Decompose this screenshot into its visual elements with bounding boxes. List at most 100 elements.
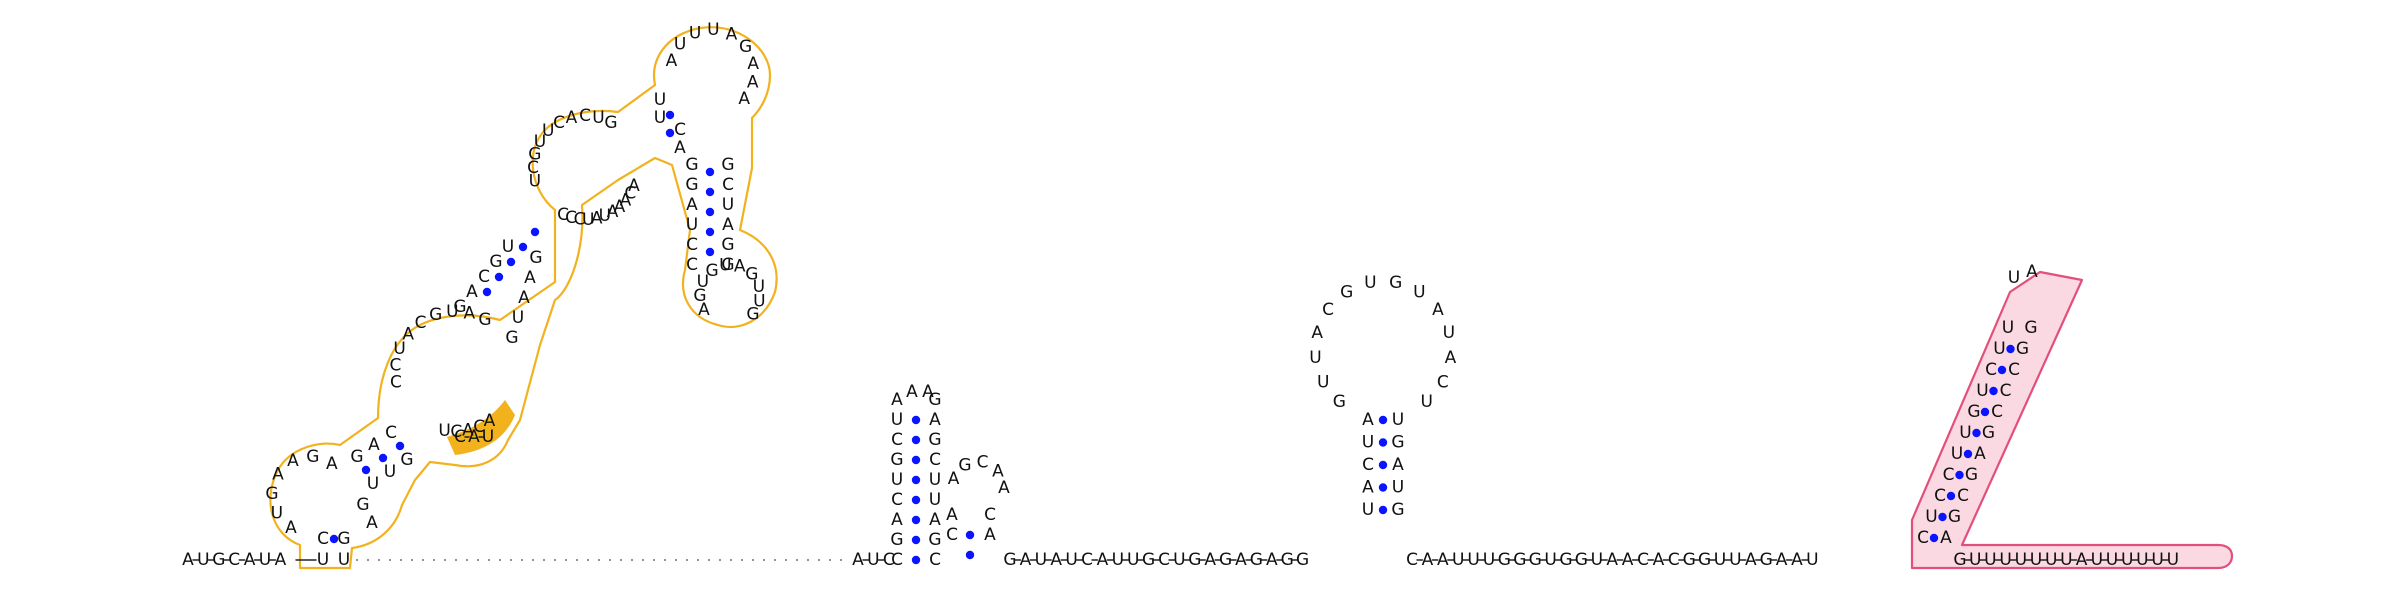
linker2-nt: U bbox=[1035, 550, 1047, 570]
linker3-nt: G bbox=[1498, 550, 1511, 570]
domain1-interior1-nt: C bbox=[390, 372, 402, 392]
domain1-hairpin3-nt: A bbox=[734, 257, 746, 277]
domain1-interior2-nt: G bbox=[604, 113, 617, 133]
domain1-hairpin3-nt: G bbox=[706, 261, 719, 281]
domain2-loop-nt: A bbox=[2026, 262, 2038, 282]
linker3-nt: A bbox=[1606, 550, 1618, 570]
tail-3prime-nt: U bbox=[2045, 550, 2057, 570]
domain1-interior2-nt: U bbox=[542, 121, 554, 141]
tail-3prime-nt: U bbox=[1969, 550, 1981, 570]
linker2-nt: C bbox=[1081, 550, 1093, 570]
stem3-right-nt: U bbox=[1392, 410, 1404, 430]
tail-3prime-nt: U bbox=[2167, 550, 2179, 570]
domain1-interior2-nt: A bbox=[628, 176, 640, 196]
domain1-interior1-nt: G bbox=[478, 310, 491, 330]
stem3-loop-nt: A bbox=[1445, 348, 1457, 368]
domain1-interior2-nt: C bbox=[553, 113, 565, 133]
domain1-helix2-nt: A bbox=[368, 435, 380, 455]
domain1-helix1-nt: G bbox=[337, 529, 350, 549]
domain1-interior2-nt: C bbox=[624, 184, 636, 204]
domain-layer bbox=[269, 26, 2234, 570]
stem2-nt: U bbox=[867, 550, 879, 570]
linker2-nt: A bbox=[1235, 550, 1247, 570]
stem2-right-nt: U bbox=[929, 490, 941, 510]
linker3-nt: G bbox=[1559, 550, 1572, 570]
linker3-nt: C bbox=[1406, 550, 1418, 570]
sequence-5prime-nt: A bbox=[275, 550, 287, 570]
stem3-loop-nt: U bbox=[1317, 372, 1329, 392]
base-pair-dot bbox=[361, 465, 371, 475]
linker3-nt: U bbox=[1467, 550, 1479, 570]
domain2-right-nt: G bbox=[1948, 507, 1961, 527]
stem3-loop-nt: A bbox=[1432, 300, 1444, 320]
domain2-left-nt: U bbox=[2002, 318, 2014, 338]
domain1-interior2-nt: U bbox=[529, 172, 541, 192]
stem2-right-nt: A bbox=[929, 410, 941, 430]
stem2-left-nt: A bbox=[891, 390, 903, 410]
stem2-right-nt: G bbox=[928, 390, 941, 410]
domain1-helix2-nt: G bbox=[400, 450, 413, 470]
base-pair-dot bbox=[911, 415, 921, 425]
linker3-nt: A bbox=[1437, 550, 1449, 570]
domain1-helix3-nt: G bbox=[453, 297, 466, 317]
domain1-interior1-nt: A bbox=[462, 421, 474, 441]
domain1-interior1-nt: A bbox=[484, 411, 496, 431]
domain1-helix5-nt: G bbox=[721, 235, 734, 255]
stem3-loop-nt: G bbox=[1340, 283, 1353, 303]
stem3-loop-nt: G bbox=[1389, 273, 1402, 293]
base-pair-dot bbox=[482, 287, 492, 297]
linker2-nt: G bbox=[1219, 550, 1232, 570]
domain1-helix3-nt: U bbox=[502, 237, 514, 257]
stem2-loop-nt: A bbox=[922, 382, 934, 402]
stem3-loop-nt: U bbox=[1364, 273, 1376, 293]
linker2-nt: G bbox=[1003, 550, 1016, 570]
base-pair-dot bbox=[1378, 460, 1388, 470]
domain2-left-nt: C bbox=[1917, 528, 1929, 548]
domain-2-outline bbox=[1910, 270, 2234, 570]
domain1-helix5-nt: G bbox=[721, 255, 734, 275]
domain1-interior2-nt: U bbox=[599, 206, 611, 226]
linker2-nt: A bbox=[1204, 550, 1216, 570]
tail-3prime-nt: U bbox=[2060, 550, 2072, 570]
domain1-helix3-nt: U bbox=[512, 308, 524, 328]
domain2-loop-nt: U bbox=[2008, 268, 2020, 288]
domain-1-highlight bbox=[447, 400, 515, 455]
base-pair-dot bbox=[911, 535, 921, 545]
base-pair-dot bbox=[1378, 505, 1388, 515]
sequence-5prime-nt: U bbox=[259, 550, 271, 570]
domain1-hairpin1-nt: G bbox=[265, 484, 278, 504]
domain1-helix2-nt: A bbox=[366, 513, 378, 533]
domain2-right-nt: C bbox=[1957, 486, 1969, 506]
stem3-loop-nt: U bbox=[1420, 392, 1432, 412]
base-pair-dot bbox=[1938, 512, 1947, 522]
linker3-nt: U bbox=[1591, 550, 1603, 570]
domain1-helix3-nt: A bbox=[524, 268, 536, 288]
domain1-helix4-nt: C bbox=[674, 120, 686, 140]
domain1-interior1-nt: C bbox=[450, 422, 462, 442]
stem2-inner-nt: C bbox=[977, 452, 989, 472]
linker3-nt: G bbox=[1698, 550, 1711, 570]
base-pair-dot bbox=[911, 435, 921, 445]
linker2-nt: G bbox=[1188, 550, 1201, 570]
domain2-right-nt: C bbox=[1991, 402, 2003, 422]
stem3-loop-nt: U bbox=[1443, 323, 1455, 343]
domain1-interior1-nt: A bbox=[463, 304, 475, 324]
base-pair-dot bbox=[506, 257, 516, 267]
domain1-helix2-nt: C bbox=[385, 423, 397, 443]
linker2-nt: G bbox=[1142, 550, 1155, 570]
base-pair-dot bbox=[705, 167, 715, 177]
tail-3prime-nt: U bbox=[2106, 550, 2118, 570]
stem2-right-nt: U bbox=[929, 470, 941, 490]
stem2-left-nt: A bbox=[891, 510, 903, 530]
base-pair-dot bbox=[965, 530, 975, 540]
domain2-left-nt: C bbox=[1943, 465, 1955, 485]
stem2-nt: C bbox=[883, 550, 895, 570]
domain2-left-nt: U bbox=[1925, 507, 1937, 527]
domain1-hairpin3-nt: U bbox=[753, 277, 765, 297]
stem2-right-nt: C bbox=[929, 450, 941, 470]
domain-1-outline bbox=[269, 26, 778, 570]
domain1-helix5-nt: G bbox=[685, 155, 698, 175]
base-pair-dot bbox=[1972, 428, 1981, 438]
tail-3prime-nt: U bbox=[2015, 550, 2027, 570]
